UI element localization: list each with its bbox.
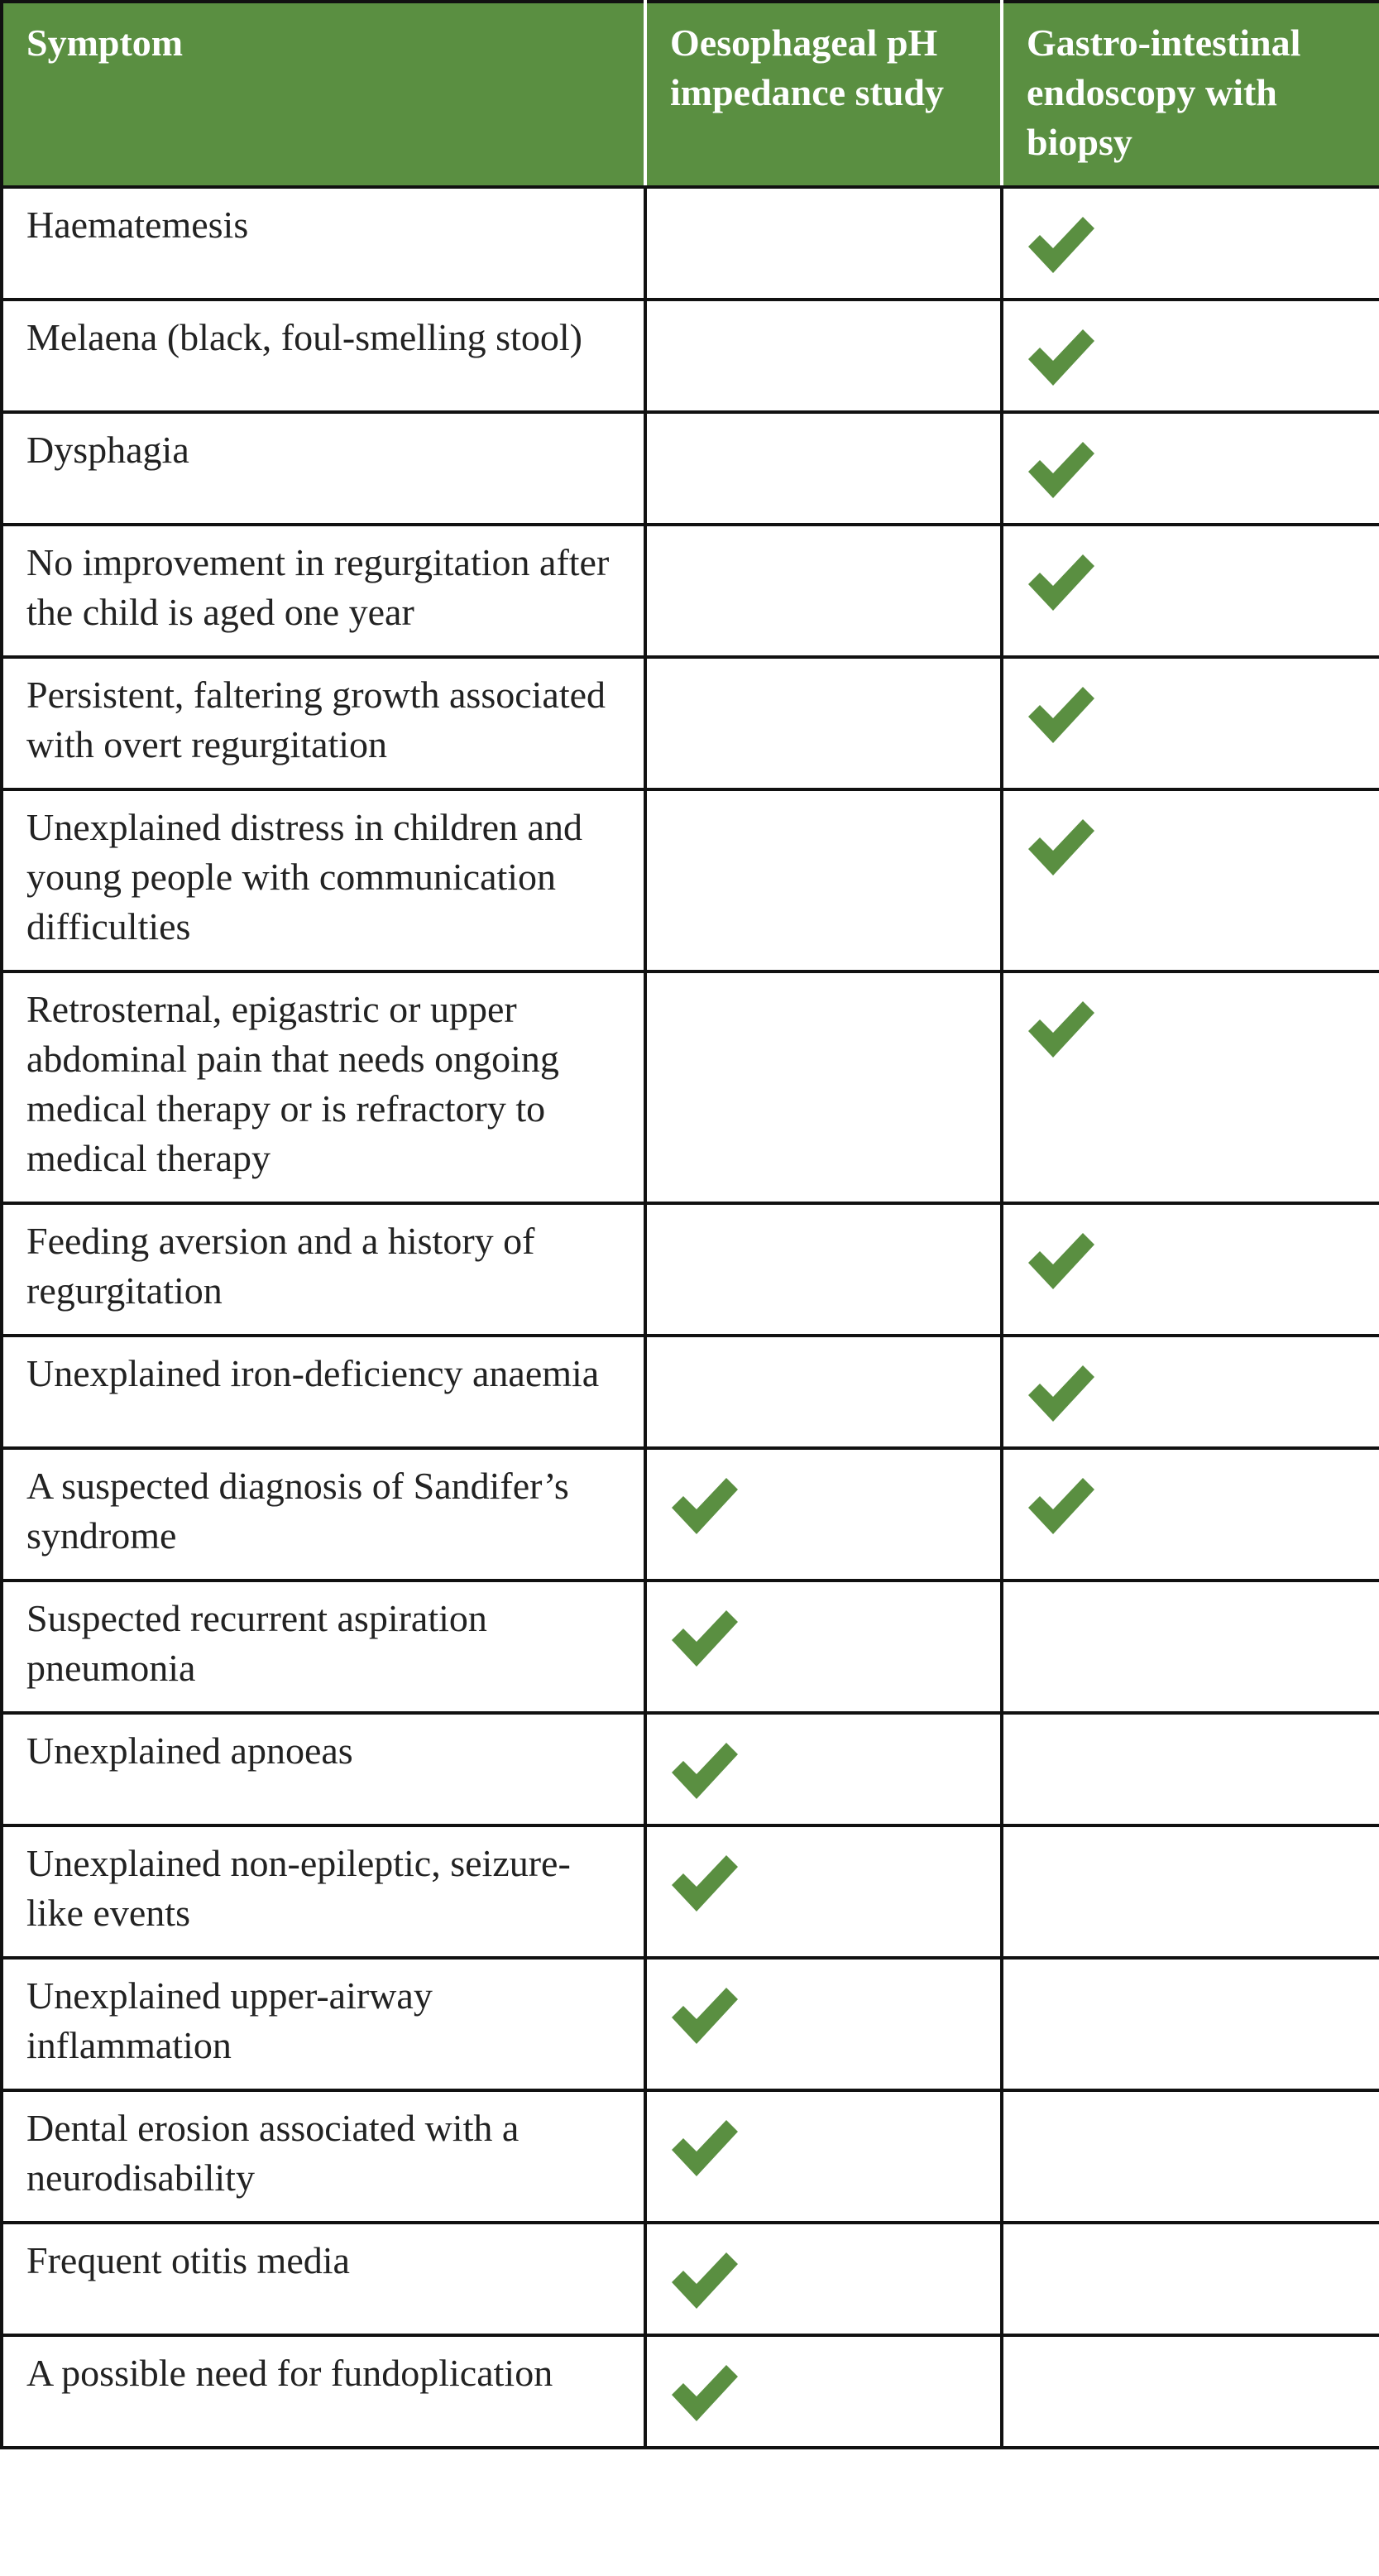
header-cell: Oesophageal pH impedance study xyxy=(644,0,1003,189)
symptom-cell: Retrosternal, epigastric or upper abdomi… xyxy=(0,970,647,1205)
endoscopy-cell xyxy=(1000,410,1379,526)
endoscopy-cell xyxy=(1000,1956,1379,2092)
table-row: No improvement in regurgitation after th… xyxy=(0,523,1379,659)
checkmark xyxy=(1028,217,1094,273)
checkmark xyxy=(1028,329,1094,386)
table-row: Feeding aversion and a history of regurg… xyxy=(0,1202,1379,1337)
checkmark xyxy=(1028,819,1094,875)
checkmark xyxy=(1028,1365,1094,1422)
symptom-cell: Unexplained apnoeas xyxy=(0,1711,647,1827)
endoscopy-cell xyxy=(1000,788,1379,973)
ph-cell xyxy=(644,2221,1003,2337)
table-row: Suspected recurrent aspiration pneumonia xyxy=(0,1579,1379,1715)
ph-cell xyxy=(644,655,1003,791)
table-row: Persistent, faltering growth associated … xyxy=(0,655,1379,791)
ph-cell xyxy=(644,298,1003,414)
ph-cell xyxy=(644,1579,1003,1715)
checkmark xyxy=(672,1988,738,2044)
symptom-cell: Dysphagia xyxy=(0,410,647,526)
endoscopy-cell xyxy=(1000,1579,1379,1715)
ph-cell xyxy=(644,1446,1003,1582)
symptom-cell: No improvement in regurgitation after th… xyxy=(0,523,647,659)
checkmark xyxy=(672,1855,738,1912)
symptom-cell: Melaena (black, foul-smelling stool) xyxy=(0,298,647,414)
header-cell: Gastro-intestinal endoscopy with biopsy xyxy=(1000,0,1379,189)
checkmark xyxy=(1028,1478,1094,1534)
ph-cell xyxy=(644,1202,1003,1337)
endoscopy-cell xyxy=(1000,2334,1379,2449)
checkmark xyxy=(1028,687,1094,743)
symptom-cell: A possible need for fundoplication xyxy=(0,2334,647,2449)
checkmark xyxy=(672,1610,738,1667)
table-row: Unexplained iron-deficiency anaemia xyxy=(0,1334,1379,1450)
ph-cell xyxy=(644,2089,1003,2224)
table-row: A suspected diagnosis of Sandifer’s synd… xyxy=(0,1446,1379,1582)
ph-cell xyxy=(644,410,1003,526)
endoscopy-cell xyxy=(1000,298,1379,414)
endoscopy-cell xyxy=(1000,1334,1379,1450)
symptom-cell: Unexplained distress in children and you… xyxy=(0,788,647,973)
ph-cell xyxy=(644,1334,1003,1450)
symptom-cell: Haematemesis xyxy=(0,185,647,301)
symptom-cell: Feeding aversion and a history of regurg… xyxy=(0,1202,647,1337)
ph-cell xyxy=(644,970,1003,1205)
header-row: Symptom Oesophageal pH impedance study G… xyxy=(0,0,1379,189)
checkmark xyxy=(1028,1001,1094,1058)
symptom-cell: Unexplained upper-airway inflammation xyxy=(0,1956,647,2092)
checkmark xyxy=(672,2365,738,2421)
endoscopy-cell xyxy=(1000,1202,1379,1337)
ph-cell xyxy=(644,185,1003,301)
symptom-table: Symptom Oesophageal pH impedance study G… xyxy=(0,0,1379,2449)
table-row: Dental erosion associated with a neurodi… xyxy=(0,2089,1379,2224)
checkmark xyxy=(672,1478,738,1534)
table-row: Unexplained distress in children and you… xyxy=(0,788,1379,973)
checkmark xyxy=(1028,442,1094,498)
checkmark xyxy=(672,2120,738,2176)
symptom-cell: Dental erosion associated with a neurodi… xyxy=(0,2089,647,2224)
endoscopy-cell xyxy=(1000,2089,1379,2224)
symptom-cell: Unexplained non-epileptic, seizure-like … xyxy=(0,1824,647,1960)
table-row: Unexplained apnoeas xyxy=(0,1711,1379,1827)
symptom-cell: Unexplained iron-deficiency anaemia xyxy=(0,1334,647,1450)
table-row: Haematemesis xyxy=(0,185,1379,301)
checkmark xyxy=(672,2252,738,2309)
ph-cell xyxy=(644,1711,1003,1827)
symptom-cell: Suspected recurrent aspiration pneumonia xyxy=(0,1579,647,1715)
ph-cell xyxy=(644,1956,1003,2092)
symptom-cell: A suspected diagnosis of Sandifer’s synd… xyxy=(0,1446,647,1582)
ph-cell xyxy=(644,788,1003,973)
table-row: Dysphagia xyxy=(0,410,1379,526)
table-body: Haematemesis Melaena (black, foul-smellin… xyxy=(0,185,1379,2449)
symptom-cell: Frequent otitis media xyxy=(0,2221,647,2337)
table-row: A possible need for fundoplication xyxy=(0,2334,1379,2449)
table-row: Unexplained non-epileptic, seizure-like … xyxy=(0,1824,1379,1960)
endoscopy-cell xyxy=(1000,1711,1379,1827)
checkmark xyxy=(1028,1233,1094,1289)
ph-cell xyxy=(644,1824,1003,1960)
ph-cell xyxy=(644,2334,1003,2449)
endoscopy-cell xyxy=(1000,1446,1379,1582)
header-cell: Symptom xyxy=(0,0,647,189)
endoscopy-cell xyxy=(1000,185,1379,301)
table-row: Unexplained upper-airway inflammation xyxy=(0,1956,1379,2092)
checkmark xyxy=(1028,554,1094,611)
table-row: Melaena (black, foul-smelling stool) xyxy=(0,298,1379,414)
symptom-cell: Persistent, faltering growth associated … xyxy=(0,655,647,791)
checkmark xyxy=(672,1743,738,1799)
endoscopy-cell xyxy=(1000,523,1379,659)
endoscopy-cell xyxy=(1000,970,1379,1205)
ph-cell xyxy=(644,523,1003,659)
endoscopy-cell xyxy=(1000,655,1379,791)
endoscopy-cell xyxy=(1000,2221,1379,2337)
table-row: Retrosternal, epigastric or upper abdomi… xyxy=(0,970,1379,1205)
endoscopy-cell xyxy=(1000,1824,1379,1960)
table-row: Frequent otitis media xyxy=(0,2221,1379,2337)
